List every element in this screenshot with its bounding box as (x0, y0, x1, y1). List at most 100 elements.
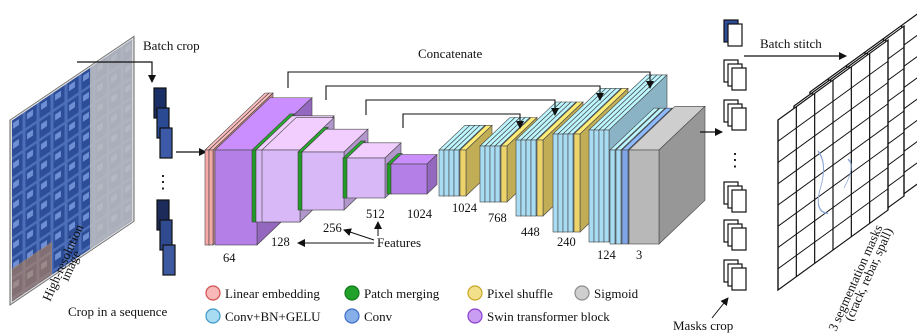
legend-label-7: Swin transformer block (487, 309, 610, 324)
batch-crop-arrow (77, 61, 156, 83)
pixel-shuffle-stage1-front (459, 149, 467, 197)
legend-swatch-2 (344, 285, 360, 301)
pixel-shuffle-stage3-front (536, 139, 544, 217)
patch-merging-block-4-front (386, 163, 392, 195)
channel-1024a: 1024 (407, 207, 433, 221)
mask-grid-h (778, 124, 888, 206)
pixel-shuffle-stage2-front (500, 145, 508, 203)
legend-label-3: Pixel shuffle (487, 286, 553, 301)
segmentation-mask-3 (777, 38, 889, 292)
segmentation-mask-stack (777, 10, 917, 292)
conv-bn-gelu-stage1-2-front (443, 149, 450, 197)
crop-patches-bottom (156, 199, 176, 276)
conv-bn-gelu-stage5-3-front (598, 129, 605, 243)
swin-block-bottleneck-front (390, 163, 428, 195)
conv-bn-gelu-stage2-1-front (479, 145, 486, 203)
legend-swatch-1 (205, 285, 221, 301)
mask-grid-h (778, 60, 888, 142)
conv-bn-gelu-stage1-4-front (453, 149, 460, 197)
swin-block-stage1-front (214, 149, 258, 246)
conv-bn-gelu-stage3-1-front (515, 139, 522, 217)
conv-bn-gelu-stage2-2-front (484, 145, 491, 203)
crop-patches-top (153, 87, 173, 159)
network-blocks (204, 74, 706, 246)
concatenate-label: Concatenate (418, 46, 482, 61)
features-arrow-2 (343, 228, 375, 241)
patch-merging-block-2-front (297, 151, 303, 211)
masks-ellipsis: ⋮ (726, 150, 744, 170)
conv-bn-gelu-stage5-5-front (609, 149, 616, 245)
mask-grid-h (778, 145, 888, 227)
swin-block-bottleneck (390, 153, 438, 195)
channel-64: 64 (223, 251, 236, 265)
swin-block-stage3-front (301, 151, 345, 211)
skip-connections (287, 71, 654, 129)
conv-bn-gelu-stage2-4-front (494, 145, 501, 203)
legend-swatch-4 (574, 285, 590, 301)
skip-connection-1 (287, 71, 654, 89)
mask-grid-h (778, 166, 888, 249)
skip-connection-3 (365, 99, 559, 116)
legend-label-6: Conv (364, 309, 393, 324)
masks-crop-label: Masks crop (673, 318, 733, 333)
conv-bn-gelu-stage4-1-front (552, 133, 559, 233)
mask-grid-h (778, 81, 888, 164)
swin-block-stage2b-front (261, 149, 301, 223)
legend: Linear embedding Patch merging Pixel shuff… (205, 285, 639, 324)
crack-trace-2 (843, 158, 852, 189)
legend-label-4: Sigmoid (594, 286, 639, 301)
conv-bn-gelu-stage4-4-front (567, 133, 574, 233)
conv-bn-gelu-stage3-4-front (530, 139, 537, 217)
conv-bn-gelu-stage4-3-front (562, 133, 569, 233)
linear-embedding-block-1-front (204, 149, 210, 246)
conv-bn-gelu-stage3-2-front (520, 139, 527, 217)
features-label: Features (377, 235, 421, 250)
conv-bn-gelu-stage5-1-front (588, 129, 595, 243)
channel-448: 448 (521, 225, 540, 239)
legend-label-1: Linear embedding (225, 286, 320, 301)
sigmoid-block-front (628, 149, 660, 245)
mask-grid-h (778, 103, 888, 185)
conv-bn-gelu-stage5-4-front (603, 129, 610, 243)
channel-3: 3 (636, 248, 642, 262)
conv-bn-gelu-stage2-3-front (489, 145, 496, 203)
linear-embedding-block-2-front (208, 149, 214, 246)
crack-trace (817, 150, 829, 215)
conv-bn-gelu-stage1-3-front (448, 149, 455, 197)
conv-final-front (621, 149, 629, 245)
batch-stitch-label: Batch stitch (760, 36, 822, 51)
conv-bn-gelu-stage1-1-front (438, 149, 445, 197)
legend-swatch-7 (467, 308, 483, 324)
mask-crops (723, 19, 747, 291)
sigmoid-block (628, 105, 706, 245)
swin-block-stage4-front (346, 157, 386, 199)
channel-124: 124 (597, 248, 617, 262)
channel-512: 512 (366, 207, 385, 221)
conv-bn-gelu-stage5-6-front (615, 149, 622, 245)
skip-connection-4 (402, 113, 524, 129)
legend-swatch-3 (467, 285, 483, 301)
pixel-shuffle-stage4-front (573, 133, 581, 233)
patch-merging-block-1-front (251, 149, 257, 223)
channel-256: 256 (323, 221, 342, 235)
legend-swatch-5 (205, 308, 221, 324)
crop-ellipsis: ⋮ (154, 172, 172, 192)
channel-1024b: 1024 (452, 201, 478, 215)
conv-bn-gelu-stage4-2-front (557, 133, 564, 233)
patch-merging-block-3-front (342, 157, 348, 199)
batch-crop-label: Batch crop (143, 38, 200, 53)
conv-bn-gelu-stage3-3-front (525, 139, 532, 217)
high-resolution-image (9, 35, 135, 306)
crop-sequence-label: Crop in a sequence (68, 304, 168, 319)
legend-label-2: Patch merging (364, 286, 440, 301)
legend-swatch-6 (344, 308, 360, 324)
mask-grid-h (778, 188, 888, 270)
channel-240: 240 (557, 235, 576, 249)
conv-bn-gelu-stage5-2-front (593, 129, 600, 243)
channel-768: 768 (488, 211, 507, 225)
channel-128: 128 (271, 235, 290, 249)
legend-label-5: Conv+BN+GELU (225, 309, 321, 324)
masks-crop-pointer (711, 297, 729, 319)
skip-connection-2 (325, 85, 604, 101)
